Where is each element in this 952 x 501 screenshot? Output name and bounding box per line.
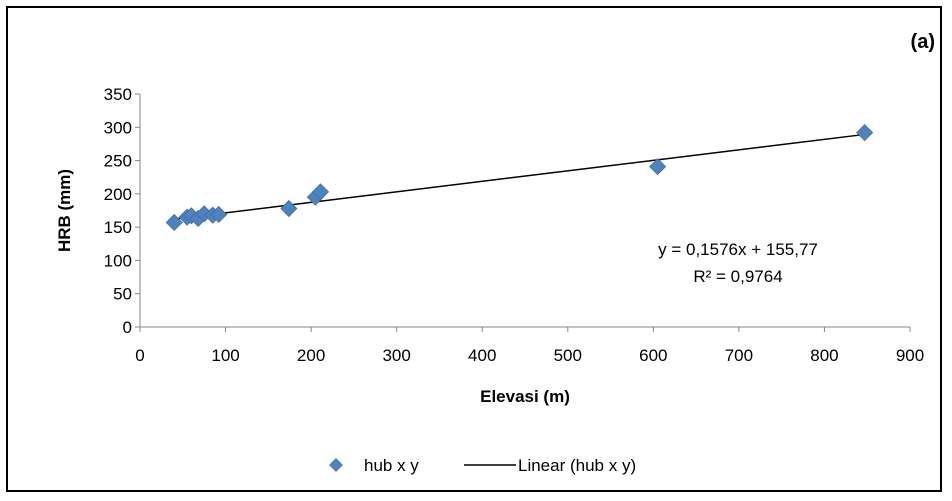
data-point bbox=[210, 205, 228, 224]
legend: hub x y Linear (hub x y) bbox=[329, 456, 636, 475]
data-point bbox=[856, 124, 874, 142]
data-point bbox=[649, 157, 667, 176]
y-tick-label: 150 bbox=[104, 218, 132, 237]
y-tick-label: 350 bbox=[104, 85, 132, 104]
y-tick-label: 300 bbox=[104, 118, 132, 137]
legend-label-trend: Linear (hub x y) bbox=[518, 456, 636, 475]
y-tick-label: 250 bbox=[104, 152, 132, 171]
x-tick-label: 400 bbox=[468, 346, 496, 365]
data-point bbox=[165, 213, 183, 232]
ticks: 0 50 100 150 200 250 300 350 0 100 200 300 400 500 600… bbox=[104, 85, 925, 365]
x-tick-label: 300 bbox=[382, 346, 410, 365]
y-tick-label: 50 bbox=[113, 285, 132, 304]
y-tick-label: 200 bbox=[104, 185, 132, 204]
legend-marker-diamond bbox=[329, 458, 343, 472]
x-tick-label: 0 bbox=[135, 346, 144, 365]
data-points bbox=[165, 124, 874, 232]
x-tick-label: 900 bbox=[896, 346, 924, 365]
data-point bbox=[280, 199, 298, 218]
trendline-line bbox=[174, 133, 865, 220]
legend-label-series: hub x y bbox=[364, 456, 419, 475]
x-axis-title: Elevasi (m) bbox=[480, 387, 570, 406]
y-tick-label: 100 bbox=[104, 251, 132, 270]
y-tick-label: 0 bbox=[123, 318, 132, 337]
data-point bbox=[311, 183, 330, 201]
chart-frame bbox=[6, 6, 942, 492]
y-axis-title: HRB (mm) bbox=[55, 169, 74, 252]
axes bbox=[139, 94, 910, 328]
panel-label: (a) bbox=[911, 31, 935, 53]
x-tick-label: 200 bbox=[297, 346, 325, 365]
x-tick-label: 800 bbox=[810, 346, 838, 365]
trendline bbox=[174, 133, 865, 220]
x-tick-label: 100 bbox=[211, 346, 239, 365]
x-tick-label: 500 bbox=[554, 346, 582, 365]
trendline-r-squared: R² = 0,9764 bbox=[693, 267, 782, 286]
x-tick-label: 700 bbox=[725, 346, 753, 365]
x-tick-label: 600 bbox=[639, 346, 667, 365]
trendline-equation: y = 0,1576x + 155,77 bbox=[658, 240, 818, 259]
